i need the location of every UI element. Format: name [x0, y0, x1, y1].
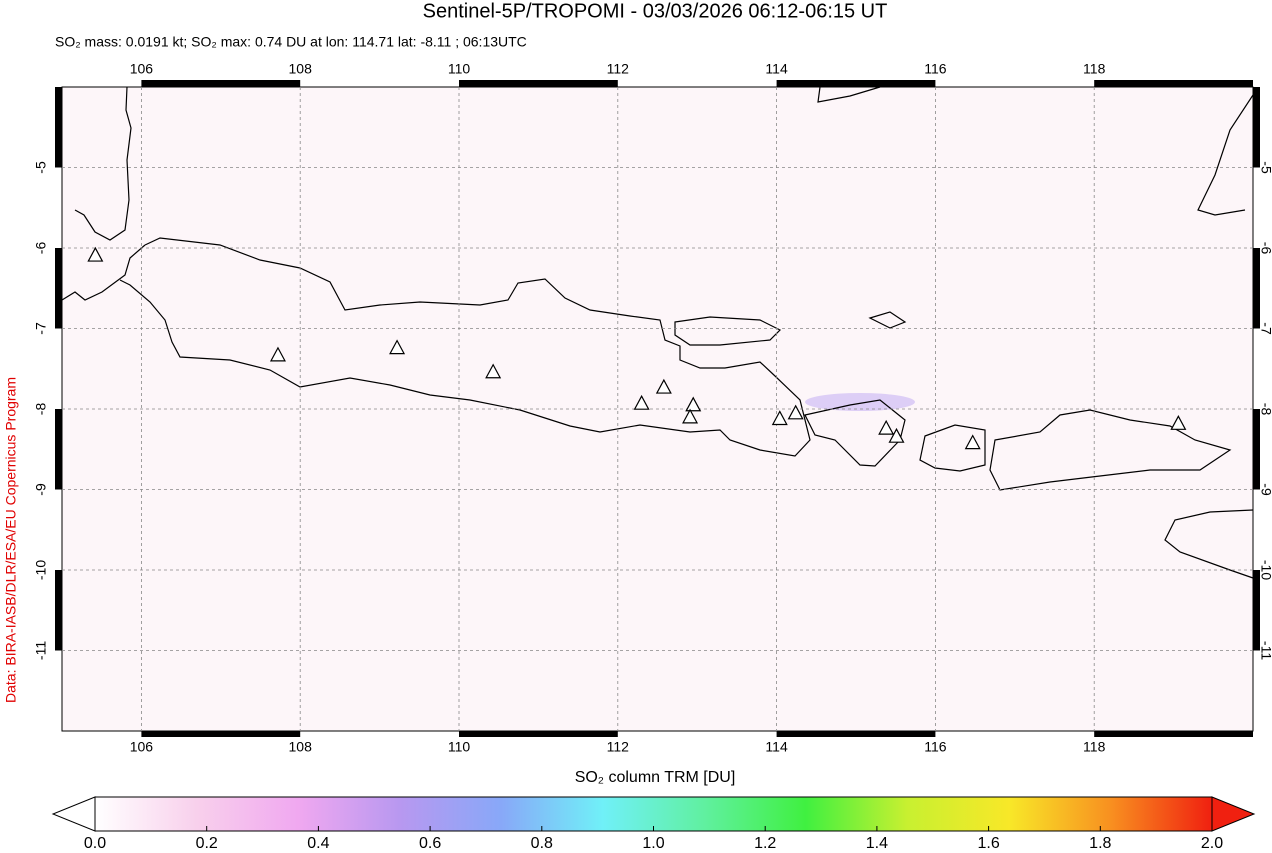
y-tick-label: -5 — [33, 161, 49, 174]
frame-bar — [141, 731, 301, 737]
colorbar-tick-label: 0.4 — [307, 835, 329, 852]
colorbar-arrow — [51, 796, 96, 832]
colorbar-tick-label: 0.8 — [531, 835, 553, 852]
coast-lombok — [919, 424, 986, 472]
volcano — [655, 378, 672, 394]
colorbar-tick-label: 0.0 — [84, 835, 106, 852]
subtitle: SO₂ mass: 0.0191 kt; SO₂ max: 0.74 DU at… — [55, 34, 527, 50]
colorbar-label: SO₂ column TRM [DU] — [575, 769, 736, 786]
coast-kangean — [868, 311, 907, 329]
colorbar-arrow — [1211, 796, 1256, 832]
frame-bar — [1253, 570, 1260, 651]
chart-title: Sentinel-5P/TROPOMI - 03/03/2026 06:12-0… — [423, 0, 888, 22]
y-tick-label: -8 — [1258, 403, 1272, 416]
x-tick-label: 114 — [765, 61, 788, 77]
colorbar-tick-label: 0.2 — [196, 835, 218, 852]
colorbar-tick-label: 1.8 — [1089, 835, 1111, 852]
volcano — [1170, 415, 1187, 430]
so2-plume — [805, 393, 915, 411]
x-tick-label: 110 — [448, 739, 471, 755]
frame-bar — [1094, 80, 1253, 87]
x-tick-label: 112 — [607, 739, 630, 755]
x-tick-label: 118 — [1083, 61, 1106, 77]
y-tick-label: -5 — [1258, 161, 1272, 174]
y-tick-label: -11 — [1258, 641, 1272, 660]
credit: Data: BIRA-IASB/DLR/ESA/EU Copernicus Pr… — [3, 377, 19, 703]
coast-java — [119, 237, 811, 457]
x-tick-label: 106 — [130, 739, 154, 755]
colorbar-tick-label: 2.0 — [1201, 835, 1223, 852]
coast-bali — [804, 399, 906, 467]
x-tick-label: 108 — [289, 61, 313, 77]
colorbar — [94, 796, 1213, 832]
coastlines — [61, 86, 1254, 579]
y-tick-label: -10 — [1258, 560, 1272, 580]
colorbar-tick-label: 1.6 — [977, 835, 999, 852]
colorbar-tick-label: 0.6 — [419, 835, 441, 852]
volcano — [787, 404, 804, 420]
y-tick-label: -7 — [33, 322, 49, 335]
volcano — [888, 427, 905, 443]
volcano — [633, 394, 650, 410]
x-tick-label: 116 — [924, 739, 947, 755]
frame-bar — [1253, 87, 1260, 168]
volcano — [685, 396, 702, 412]
colorbar-tick-label: 1.4 — [866, 835, 888, 852]
frame-bar — [1094, 731, 1253, 737]
x-tick-label: 112 — [607, 61, 630, 77]
volcano — [389, 339, 406, 355]
volcano — [87, 246, 104, 262]
frame-bar — [459, 731, 618, 737]
volcano — [878, 419, 895, 435]
x-tick-label: 106 — [130, 61, 154, 77]
frame-bar — [141, 80, 301, 87]
frame-bar — [776, 731, 936, 737]
coast-sumatra — [61, 86, 146, 301]
y-tick-label: -6 — [33, 242, 49, 255]
x-tick-label: 110 — [448, 61, 471, 77]
y-tick-label: -6 — [1258, 242, 1272, 255]
coast-sumbawa — [989, 409, 1232, 491]
frame-bar — [55, 87, 62, 168]
y-tick-label: -9 — [1258, 483, 1272, 496]
colorbar-tick-label: 1.0 — [642, 835, 664, 852]
y-tick-label: -9 — [33, 483, 49, 496]
frame-bar — [459, 80, 618, 87]
volcano — [964, 434, 981, 450]
volcano — [682, 408, 699, 424]
frame-bar — [55, 570, 62, 651]
volcano — [485, 363, 502, 379]
volcano — [771, 410, 788, 426]
y-tick-label: -8 — [33, 403, 49, 416]
y-tick-label: -11 — [33, 641, 49, 660]
coast-borneo — [817, 86, 881, 103]
frame-bar — [1253, 409, 1260, 490]
x-tick-label: 114 — [765, 739, 788, 755]
x-tick-label: 108 — [289, 739, 313, 755]
y-tick-label: -7 — [1258, 322, 1272, 335]
frame-bar — [55, 409, 62, 490]
frame-bar — [1253, 248, 1260, 329]
frame-bar — [776, 80, 936, 87]
coast-sumba — [1164, 509, 1254, 579]
coast-madura — [674, 316, 782, 346]
volcano — [269, 346, 286, 362]
x-tick-label: 118 — [1083, 739, 1106, 755]
frame-bar — [55, 248, 62, 329]
coast-sulawesi — [1197, 94, 1254, 216]
y-tick-label: -10 — [33, 560, 49, 580]
x-tick-label: 116 — [924, 61, 947, 77]
colorbar-tick-label: 1.2 — [754, 835, 776, 852]
